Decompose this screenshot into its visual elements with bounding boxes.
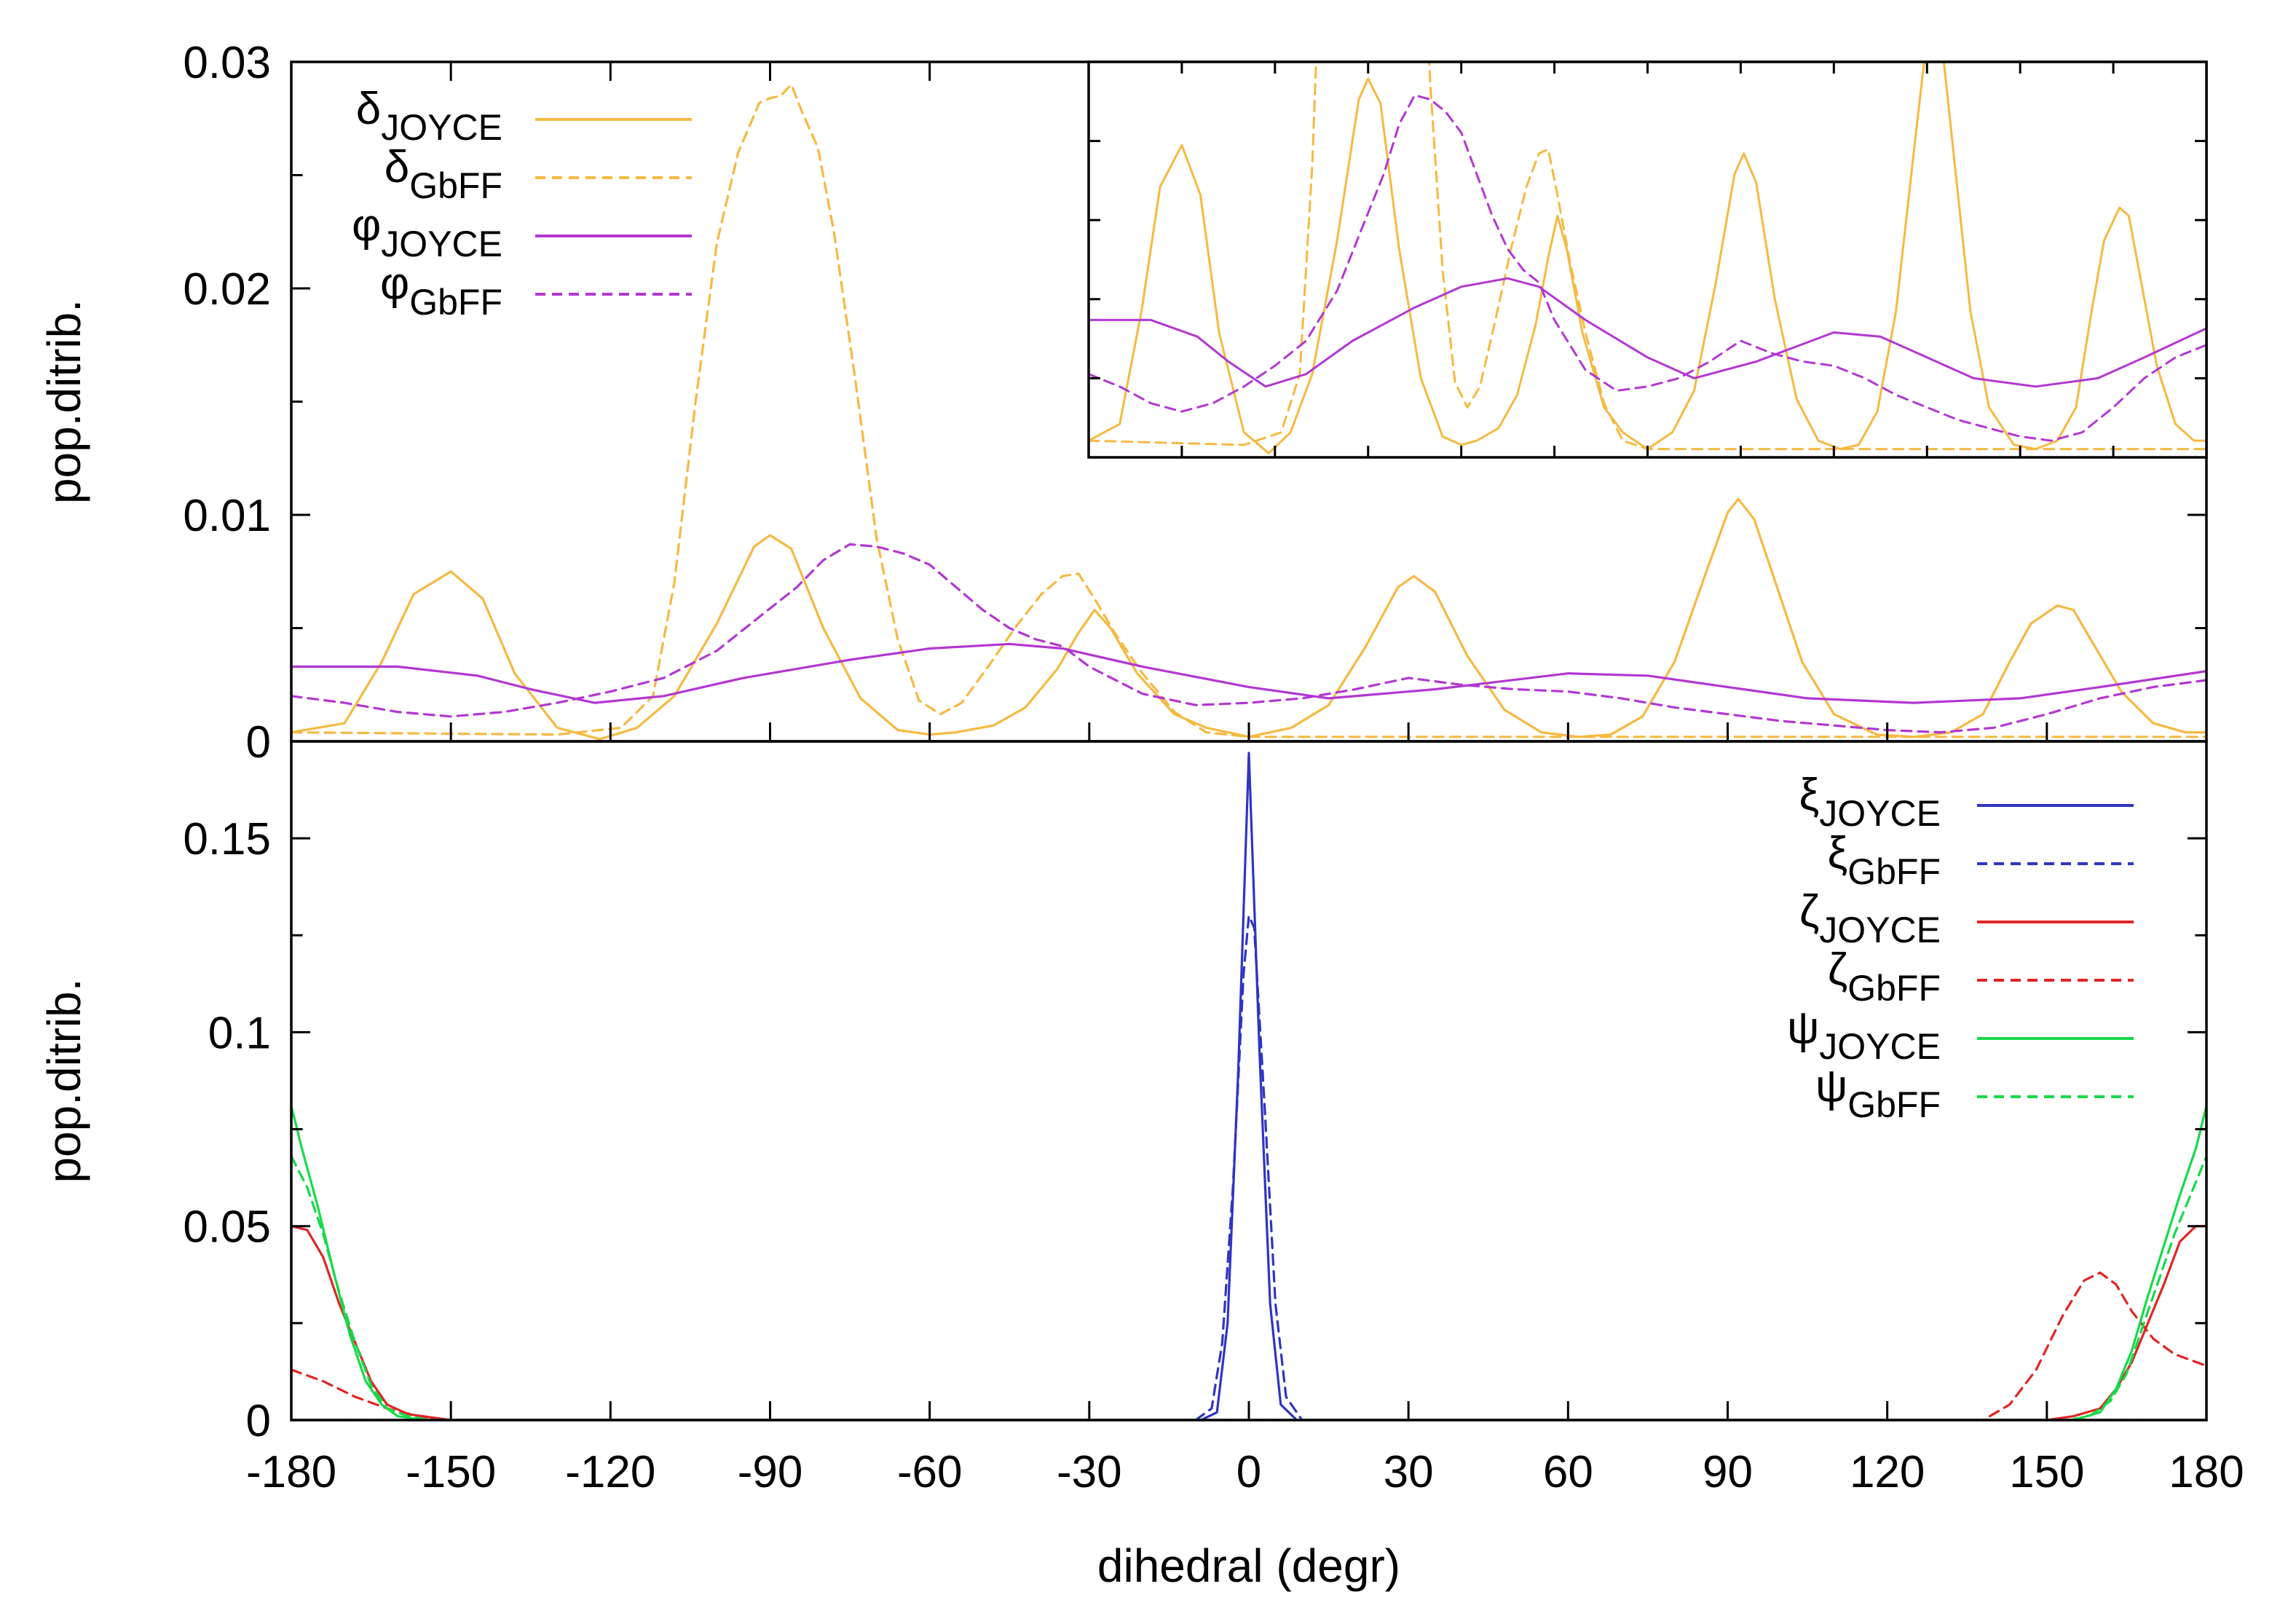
y-tick-label: 0.05 — [183, 1202, 271, 1253]
legend-label-psigbff: ψGbFF — [1815, 1061, 1941, 1125]
series-phijoyce-inset — [1089, 277, 2206, 388]
y-tick-label: 0 — [246, 1396, 271, 1446]
legend-label-deltagbff: δGbFF — [384, 142, 502, 206]
legend-label-zetajoyce: ζJOYCE — [1799, 886, 1941, 950]
legend-label-xigbff: ξGbFF — [1827, 828, 1941, 892]
top-y-axis-title: pop.ditrib. — [38, 299, 90, 504]
x-tick-label: 0 — [1236, 1447, 1261, 1497]
x-tick-label: -150 — [406, 1447, 496, 1497]
x-tick-label: 30 — [1384, 1447, 1434, 1497]
legend-label-zetagbff: ζGbFF — [1828, 945, 1941, 1009]
x-tick-label: 180 — [2169, 1447, 2244, 1497]
bottom-y-axis-title: pop.ditrib. — [38, 978, 90, 1183]
series-phigbff — [291, 543, 2206, 734]
inset-background — [1089, 62, 2206, 457]
x-tick-label: -60 — [897, 1447, 963, 1497]
y-tick-label: 0.01 — [183, 491, 271, 541]
x-axis-title: dihedral (degr) — [1097, 1540, 1400, 1592]
x-tick-label: -120 — [565, 1447, 655, 1497]
series-deltajoyce — [291, 497, 2206, 741]
legend-label-phigbff: φGbFF — [380, 259, 502, 323]
x-tick-label: -180 — [246, 1447, 336, 1497]
bottom-panel: 0 0.05 0.1 0.15 -180 -150 -120 -90 -60 -30 0 30 60 90… — [38, 740, 2244, 1592]
legend-label-deltajoyce: δJOYCE — [356, 84, 502, 148]
legend-label-phijoyce: φJOYCE — [352, 200, 502, 264]
y-tick-label: 0 — [246, 717, 271, 768]
series-phijoyce — [291, 642, 2206, 704]
y-tick-label: 0.03 — [183, 38, 271, 88]
series-psigbff — [291, 1155, 2206, 1420]
series-zetajoyce — [291, 1225, 2206, 1420]
series-zetagbff — [291, 1272, 2206, 1420]
bottom-plot-frame — [290, 740, 2208, 1422]
y-tick-label: 0.02 — [183, 264, 271, 315]
legend-label-psijoyce: ψJOYCE — [1787, 1003, 1941, 1067]
x-tick-label: 120 — [1850, 1447, 1925, 1497]
x-tick-label: -90 — [738, 1447, 803, 1497]
inset-frame — [1087, 60, 2208, 459]
series-psijoyce — [291, 1105, 2206, 1420]
series-deltagbff-inset — [1089, 62, 2206, 451]
series-xigbff — [291, 915, 2206, 1420]
x-tick-label: 90 — [1703, 1447, 1753, 1497]
series-xijoyce — [291, 752, 2206, 1420]
series-deltagbff — [291, 83, 2206, 738]
legend-label-xijoyce: ξJOYCE — [1799, 770, 1941, 834]
series-deltajoyce-inset — [1089, 62, 2206, 454]
x-tick-label: -30 — [1057, 1447, 1122, 1497]
top-panel: 0 0.01 0.02 0.03 pop.ditrib. δJOYCEδGbFFφJOYC… — [38, 38, 2208, 768]
x-tick-label: 150 — [2009, 1447, 2084, 1497]
x-tick-label: 60 — [1543, 1447, 1593, 1497]
series-phigbff-inset — [1089, 94, 2206, 442]
y-tick-label: 0.15 — [183, 814, 271, 864]
inset-panel — [1087, 60, 2208, 459]
y-tick-label: 0.1 — [208, 1008, 271, 1058]
